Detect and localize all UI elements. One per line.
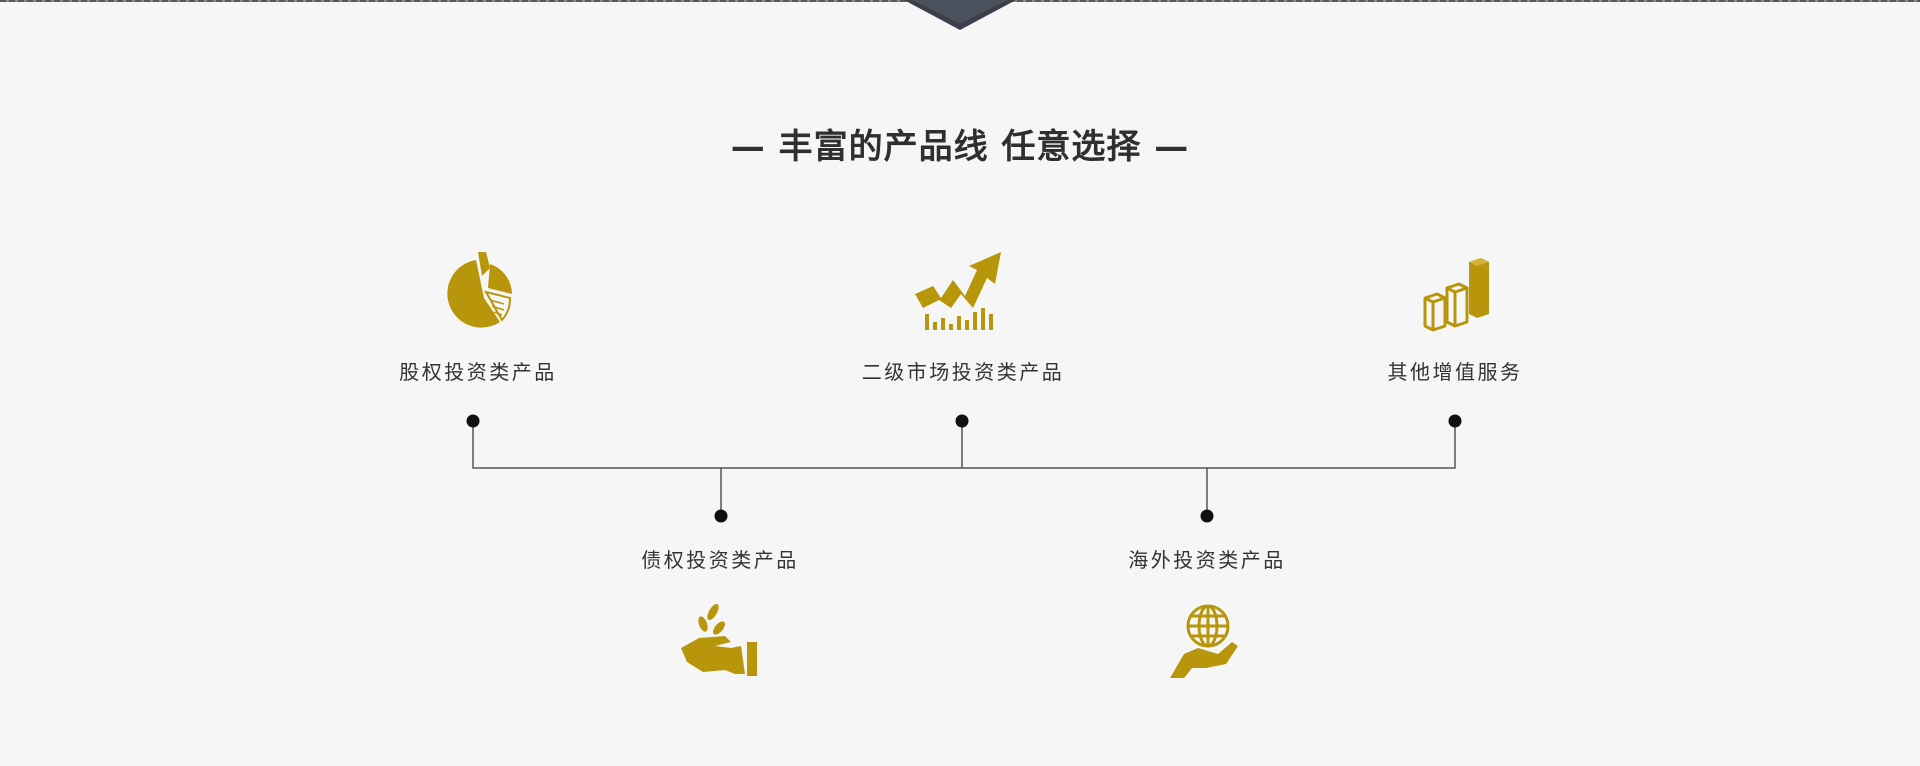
tree-branch-line [472,421,1456,469]
product-label: 股权投资类产品 [399,360,557,384]
product-overseas[interactable]: 海外投资类产品 [1087,546,1327,678]
product-value-added[interactable]: 其他增值服务 [1335,248,1575,386]
product-label: 二级市场投资类产品 [861,360,1065,384]
top-tab-decoration [904,0,1016,30]
trend-arrow-icon [915,252,1001,330]
product-label: 其他增值服务 [1387,360,1523,384]
product-equity[interactable]: 股权投资类产品 [358,248,598,386]
product-label: 债权投资类产品 [641,548,799,572]
product-label: 海外投资类产品 [1128,548,1286,572]
product-secondary-market[interactable]: 二级市场投资类产品 [843,248,1083,386]
hand-coins-icon [681,603,757,676]
section-title: — 丰富的产品线 任意选择 — [730,126,1190,167]
hand-globe-icon [1170,604,1238,678]
pie-chart-icon [447,252,512,328]
bar-blocks-icon [1423,258,1489,332]
product-debt[interactable]: 债权投资类产品 [600,546,840,678]
